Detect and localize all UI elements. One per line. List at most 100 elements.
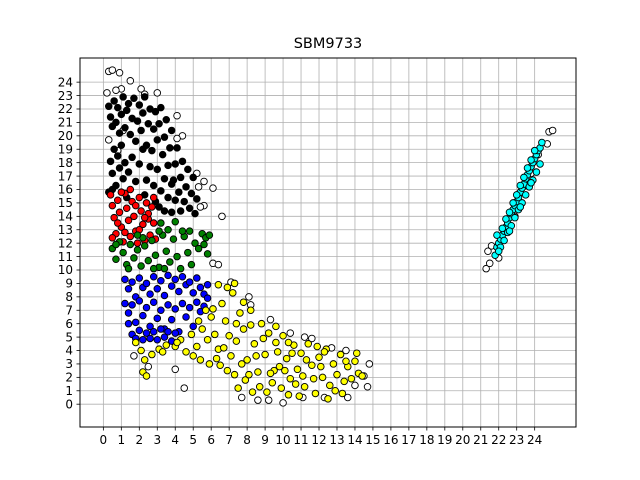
x-axis-ticks: 0 1 2 3 4 5 6 7 8 9 10 11 12 13 14 15 16 17 18 19 20 21 22 23 24 [100, 427, 542, 447]
scatter-point [106, 157, 115, 166]
scatter-point [124, 168, 133, 176]
scatter-point [166, 144, 174, 152]
scatter-point [209, 305, 217, 313]
scatter-point [203, 336, 212, 344]
x-tick-label: 19 [437, 433, 452, 447]
scatter-point [536, 160, 544, 168]
scatter-point [196, 283, 205, 292]
y-tick-label: 13 [58, 223, 73, 237]
scatter-point [237, 393, 246, 402]
scatter-point [171, 365, 179, 374]
scatter-point [157, 306, 165, 315]
scatter-point [498, 224, 507, 233]
scatter-point [135, 193, 144, 202]
scatter-point [293, 365, 302, 374]
scatter-point [180, 197, 188, 206]
scatter-point [223, 283, 232, 292]
scatter-point [229, 289, 237, 297]
scatter-point [126, 232, 135, 241]
scatter-point [157, 276, 165, 285]
scatter-point [162, 115, 171, 124]
scatter-point [112, 240, 120, 249]
y-tick-label: 12 [58, 236, 73, 250]
scatter-point [494, 247, 503, 255]
scatter-point [112, 118, 120, 127]
scatter-point [239, 298, 248, 306]
y-tick-label: 22 [58, 102, 73, 116]
scatter-point [286, 374, 295, 383]
x-tick-label: 17 [401, 433, 416, 447]
scatter-point [117, 141, 126, 149]
scatter-point [275, 362, 284, 371]
y-tick-label: 15 [58, 196, 73, 210]
scatter-point [160, 207, 169, 215]
scatter-point [291, 380, 300, 388]
y-tick-label: 1 [65, 384, 73, 398]
y-tick-label: 2 [65, 371, 73, 385]
scatter-point [200, 240, 208, 249]
scatter-point [308, 361, 316, 370]
scatter-point [288, 349, 296, 357]
scatter-point [142, 279, 151, 288]
scatter-point [241, 376, 250, 384]
scatter-point [131, 137, 140, 145]
scatter-point [254, 396, 262, 404]
y-tick-label: 19 [58, 142, 73, 156]
scatter-point [482, 264, 490, 273]
scatter-point [194, 317, 203, 325]
scatter-point [530, 146, 539, 155]
scatter-point [180, 384, 188, 392]
scatter-point [234, 384, 242, 392]
scatter-point [153, 285, 162, 293]
scatter-point [189, 173, 197, 182]
x-tick-label: 18 [419, 433, 434, 447]
scatter-point [246, 321, 255, 329]
scatter-point [309, 374, 318, 383]
scatter-point [182, 313, 190, 321]
scatter-point [108, 169, 117, 178]
scatter-point [505, 208, 514, 217]
scatter-point [200, 177, 208, 186]
scatter-point [331, 387, 339, 395]
scatter-point [538, 138, 546, 147]
scatter-point [139, 220, 147, 229]
scatter-point [218, 299, 226, 308]
scatter-point [245, 370, 253, 379]
scatter-point [216, 361, 224, 370]
scatter-point [155, 227, 163, 235]
scatter-point [187, 260, 196, 269]
scatter-point [167, 208, 176, 217]
scatter-point [142, 372, 151, 380]
scatter-point [115, 208, 124, 217]
x-tick-label: 15 [365, 433, 380, 447]
scatter-point [182, 348, 190, 356]
scatter-point [225, 332, 233, 340]
scatter-point [171, 305, 179, 313]
scatter-point [157, 187, 165, 195]
scatter-point [131, 318, 140, 327]
scatter-point [135, 160, 144, 168]
scatter-point [121, 124, 129, 132]
scatter-point [245, 293, 253, 301]
scatter-point [140, 356, 149, 364]
scatter-point [512, 191, 521, 199]
scatter-point [112, 255, 120, 264]
scatter-point [121, 299, 129, 308]
scatter-point [263, 388, 271, 396]
scatter-point [173, 338, 181, 347]
scatter-point [297, 349, 305, 357]
scatter-point [146, 322, 154, 331]
scatter-point [300, 333, 309, 341]
x-tick-label: 10 [275, 433, 290, 447]
scatter-point [115, 69, 124, 77]
scatter-point [272, 322, 280, 331]
scatter-point [158, 348, 167, 356]
scatter-point [184, 165, 192, 174]
scatter-point [153, 136, 162, 144]
scatter-point [110, 213, 118, 222]
scatter-point [149, 181, 158, 190]
scatter-point [149, 125, 158, 133]
scatter-point [236, 309, 244, 317]
scatter-point [304, 340, 312, 348]
scatter-point [137, 262, 145, 270]
